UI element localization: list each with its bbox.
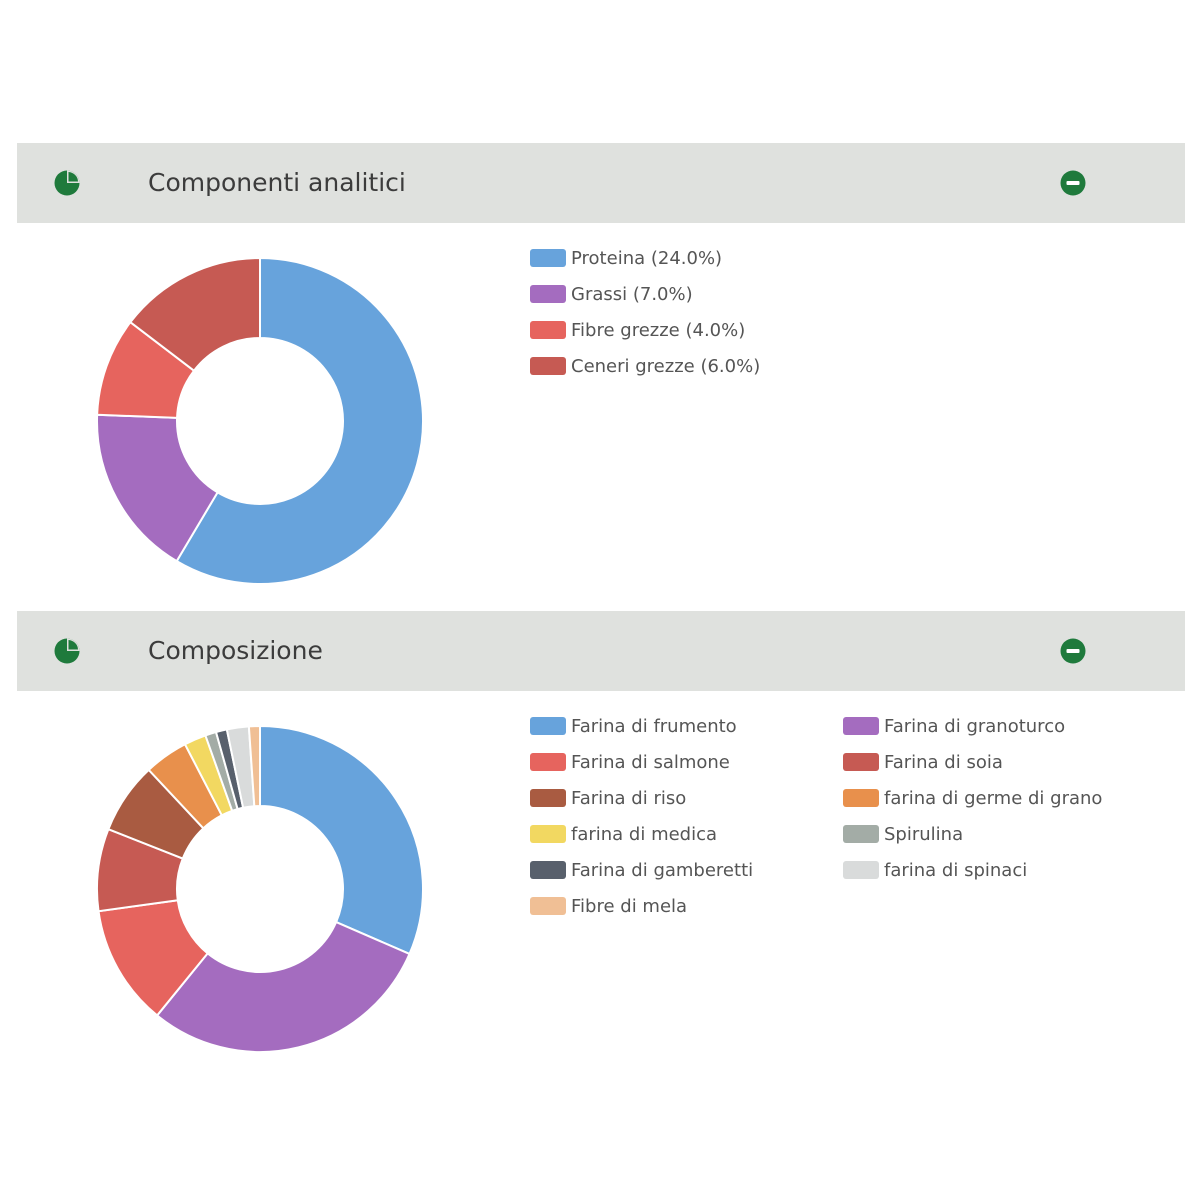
panel-header-composizione: Composizione (17, 611, 1185, 691)
slice-grassi[interactable] (96, 413, 219, 563)
slice-farina-di-granoturco[interactable] (155, 920, 411, 1053)
legend-swatch (843, 861, 879, 879)
legend-label: farina di spinaci (884, 859, 1028, 881)
legend-label: Fibre di mela (571, 895, 688, 917)
panel-title: Composizione (148, 636, 323, 665)
legend-swatch (530, 285, 566, 303)
legend-item-spirulina[interactable]: Spirulina (843, 820, 963, 848)
minus-circle-icon[interactable] (1060, 638, 1086, 664)
legend-item-proteina[interactable]: Proteina (24.0%) (530, 244, 722, 272)
legend-swatch (530, 249, 566, 267)
legend-label: Farina di soia (884, 751, 1003, 773)
legend-item-farina-di-frumento[interactable]: Farina di frumento (530, 712, 737, 740)
legend-label: Ceneri grezze (6.0%) (571, 355, 761, 377)
legend-swatch (843, 789, 879, 807)
legend-item-farina-di-riso[interactable]: Farina di riso (530, 784, 686, 812)
slice-fibre-di-mela[interactable] (247, 724, 261, 808)
legend-label: Grassi (7.0%) (571, 283, 693, 305)
pie-chart-icon (54, 638, 80, 664)
panel-header-componenti: Componenti analitici (17, 143, 1185, 223)
legend-item-farina-di-germe-di-grano[interactable]: farina di germe di grano (843, 784, 1102, 812)
doughnut-chart-composizione (96, 724, 424, 1053)
legend-swatch (843, 825, 879, 843)
legend-swatch (530, 789, 566, 807)
legend-item-farina-di-gamberetti[interactable]: Farina di gamberetti (530, 856, 753, 884)
legend-label: Farina di salmone (571, 751, 730, 773)
legend-item-farina-di-granoturco[interactable]: Farina di granoturco (843, 712, 1065, 740)
legend-swatch (530, 897, 566, 915)
legend-label: Farina di frumento (571, 715, 737, 737)
slice-farina-di-frumento[interactable] (259, 724, 424, 956)
legend-label: farina di medica (571, 823, 718, 845)
legend-swatch (530, 357, 566, 375)
slice-ceneri-grezze[interactable] (128, 256, 261, 373)
legend-label: Farina di gamberetti (571, 859, 754, 881)
legend-swatch (530, 321, 566, 339)
legend-item-farina-di-spinaci[interactable]: farina di spinaci (843, 856, 1027, 884)
legend-swatch (530, 861, 566, 879)
legend-swatch (530, 717, 566, 735)
legend-swatch (843, 717, 879, 735)
slice-proteina[interactable] (175, 256, 424, 585)
legend-item-farina-di-salmone[interactable]: Farina di salmone (530, 748, 730, 776)
legend-item-fibre-grezze[interactable]: Fibre grezze (4.0%) (530, 316, 745, 344)
minus-circle-icon[interactable] (1060, 170, 1086, 196)
panel-title: Componenti analitici (148, 168, 406, 197)
legend-label: Farina di riso (571, 787, 687, 809)
legend-label: Proteina (24.0%) (571, 247, 723, 269)
doughnut-chart-componenti (96, 256, 424, 585)
legend-swatch (530, 753, 566, 771)
legend-swatch (843, 753, 879, 771)
legend-label: Farina di granoturco (884, 715, 1066, 737)
legend-label: Fibre grezze (4.0%) (571, 319, 746, 341)
legend-label: Spirulina (884, 823, 964, 845)
legend-item-farina-di-soia[interactable]: Farina di soia (843, 748, 1003, 776)
legend-item-fibre-di-mela[interactable]: Fibre di mela (530, 892, 687, 920)
legend-item-grassi[interactable]: Grassi (7.0%) (530, 280, 693, 308)
legend-swatch (530, 825, 566, 843)
legend-item-farina-di-medica[interactable]: farina di medica (530, 820, 717, 848)
pie-chart-icon (54, 170, 80, 196)
legend-label: farina di germe di grano (884, 787, 1103, 809)
legend-item-ceneri-grezze[interactable]: Ceneri grezze (6.0%) (530, 352, 760, 380)
